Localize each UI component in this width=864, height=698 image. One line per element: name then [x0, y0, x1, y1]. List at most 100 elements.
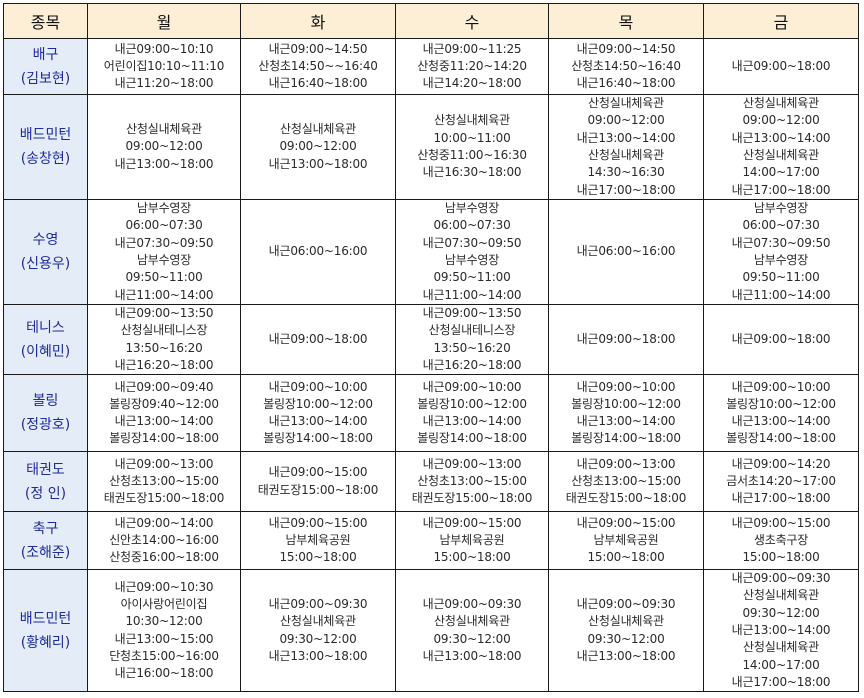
schedule-line: 남부수영장: [444, 201, 500, 216]
schedule-line: 산청중11:00~16:30: [417, 148, 527, 162]
schedule-cell: 내근09:00~18:00: [703, 303, 859, 376]
schedule-line: 09:50~11:00: [742, 270, 820, 285]
header-row: 종목 월 화 수 목 금: [3, 3, 859, 39]
schedule-cell: 내근09:00~14:50 산청초14:50~16:40 내근16:40~18:00: [548, 38, 704, 95]
schedule-line: 산청실내체육관: [588, 148, 664, 162]
schedule-line: 14:00~17:00: [742, 165, 820, 180]
schedule-line: 볼링장14:00~18:00: [571, 431, 681, 446]
schedule-line: 생초축구장: [753, 533, 809, 548]
header-day-thu: 목: [548, 3, 704, 39]
schedule-line: 내근16:30~18:00: [422, 165, 522, 180]
table-row: 볼링 (정광호) 내근09:00~09:40 볼링장09:40~12:00 내근13:0…: [3, 374, 859, 453]
schedule-line: 남부체육공원: [439, 533, 505, 548]
schedule-line: 내근13:00~14:00: [731, 623, 831, 638]
schedule-line: 내근09:00~13:50: [422, 306, 522, 320]
person-name: (김보현): [20, 70, 71, 87]
schedule-cell: 내근09:00~14:20 금서초14:20~17:00 내근17:00~18:00: [703, 451, 859, 513]
person-name: (황혜리): [20, 634, 71, 651]
schedule-line: 내근09:00~10:10: [114, 41, 214, 56]
schedule-line: 내근09:00~09:30: [268, 597, 368, 612]
schedule-line: 09:30~12:00: [279, 631, 357, 646]
schedule-line: 내근16:20~18:00: [114, 357, 214, 372]
schedule-cell: 내근09:00~15:00 남부체육공원 15:00~18:00: [240, 511, 396, 571]
schedule-line: 내근11:00~14:00: [731, 287, 831, 302]
schedule-cell: 산청실내체육관 09:00~12:00 내근13:00~18:00: [87, 94, 241, 200]
schedule-line: 내근13:00~14:00: [114, 414, 214, 429]
schedule-line: 06:00~07:30: [125, 218, 203, 233]
schedule-line: 내근09:00~15:00: [576, 515, 676, 530]
schedule-line: 15:00~18:00: [279, 550, 357, 565]
schedule-cell: 산청실내체육관 10:00~11:00 산청중11:00~16:30 내근16:30~…: [395, 94, 549, 200]
schedule-line: 산청초13:00~15:00: [571, 474, 681, 489]
schedule-cell: 내근09:00~18:00: [548, 303, 704, 376]
schedule-line: 볼링장10:00~12:00: [726, 396, 836, 411]
schedule-cell: 내근09:00~10:00 볼링장10:00~12:00 내근13:00~14:00…: [240, 374, 396, 453]
schedule-cell: 산청실내체육관 09:00~12:00 내근13:00~14:00 산청실내체육관 14…: [548, 94, 704, 200]
schedule-line: 남부수영장: [136, 201, 192, 216]
person-name: (신용우): [20, 256, 71, 272]
schedule-line: 06:00~07:30: [433, 218, 511, 233]
schedule-line: 내근13:00~18:00: [422, 649, 522, 664]
schedule-line: 내근09:00~18:00: [268, 331, 368, 346]
schedule-line: 내근16:40~18:00: [268, 76, 368, 91]
schedule-line: 내근14:20~18:00: [422, 76, 522, 91]
schedule-cell: 내근09:00~10:10 어린이집10:10~11:10 내근11:20~18:0…: [87, 38, 241, 95]
schedule-line: 태권도장15:00~18:00: [257, 482, 379, 497]
schedule-line: 09:30~12:00: [742, 605, 820, 620]
schedule-line: 내근09:00~14:00: [114, 515, 214, 530]
table-row: 태권도 (정 인) 내근09:00~13:00 산청초13:00~15:00 태권도장1…: [3, 451, 859, 513]
schedule-cell: 내근09:00~13:50 산청실내테니스장 13:50~16:20 내근16:20~…: [87, 303, 241, 376]
schedule-cell: 산청실내체육관 09:00~12:00 내근13:00~14:00 산청실내체육관 14…: [703, 94, 859, 200]
schedule-line: 볼링장14:00~18:00: [263, 431, 373, 446]
sport-name: 축구: [32, 520, 59, 537]
person-name: (송창현): [20, 151, 71, 167]
schedule-cell: 내근09:00~13:00 산청초13:00~15:00 태권도장15:00~18:…: [548, 451, 704, 513]
sport-cell: 수영 (신용우): [3, 199, 88, 305]
schedule-cell: 내근09:00~15:00 남부체육공원 15:00~18:00: [548, 511, 704, 571]
schedule-line: 내근13:00~15:00: [114, 631, 214, 646]
schedule-line: 내근09:00~09:40: [114, 379, 214, 394]
schedule-line: 내근09:00~10:00: [731, 379, 831, 394]
schedule-cell: 내근09:00~10:00 볼링장10:00~12:00 내근13:00~14:00…: [548, 374, 704, 453]
schedule-line: 산청실내체육관: [280, 614, 356, 629]
schedule-line: 09:30~12:00: [433, 631, 511, 646]
schedule-line: 내근09:00~10:00: [422, 379, 522, 394]
schedule-line: 단청초15:00~16:00: [109, 649, 219, 664]
schedule-line: 볼링장09:40~12:00: [109, 396, 219, 411]
schedule-line: 내근09:00~09:30: [731, 571, 831, 586]
header-day-mon: 월: [87, 3, 241, 39]
schedule-line: 내근09:00~09:30: [576, 597, 676, 612]
schedule-line: 산청실내체육관: [126, 122, 202, 137]
schedule-line: 15:00~18:00: [587, 550, 665, 565]
schedule-line: 내근09:00~13:50: [114, 306, 214, 320]
schedule-line: 내근13:00~14:00: [731, 130, 831, 145]
schedule-cell: 내근09:00~14:00 신안초14:00~16:00 산청중16:00~18:0…: [87, 511, 241, 571]
schedule-cell: 내근09:00~18:00: [240, 303, 396, 376]
schedule-line: 내근09:00~15:00: [731, 515, 831, 530]
schedule-cell: 내근09:00~09:40 볼링장09:40~12:00 내근13:00~14:00…: [87, 374, 241, 453]
schedule-cell: 내근09:00~09:30 산청실내체육관 09:30~12:00 내근13:00~1…: [703, 569, 859, 693]
sport-name: 배드민턴: [19, 610, 72, 627]
schedule-line: 13:50~16:20: [433, 340, 511, 355]
table-row: 배드민턴 (송창현) 산청실내체육관 09:00~12:00 내근13:00~18:00…: [3, 94, 859, 200]
schedule-line: 볼링장10:00~12:00: [263, 396, 373, 411]
sport-name: 배드민턴: [19, 127, 72, 143]
schedule-line: 10:00~11:00: [433, 130, 511, 145]
schedule-line: 내근07:30~09:50: [422, 235, 522, 250]
header-sport: 종목: [3, 3, 88, 39]
schedule-line: 내근09:00~10:00: [576, 379, 676, 394]
schedule-line: 내근11:00~14:00: [114, 287, 214, 302]
schedule-line: 산청실내체육관: [588, 96, 664, 111]
schedule-line: 내근13:00~14:00: [576, 130, 676, 145]
schedule-line: 내근09:00~14:50: [268, 41, 368, 56]
schedule-line: 내근09:00~14:20: [731, 456, 831, 471]
schedule-line: 내근13:00~14:00: [576, 414, 676, 429]
sport-cell: 배드민턴 (황혜리): [3, 569, 88, 693]
schedule-line: 산청실내테니스장: [120, 323, 208, 338]
schedule-cell: 내근09:00~15:00 생초축구장 15:00~18:00: [703, 511, 859, 571]
schedule-line: 태권도장15:00~18:00: [103, 491, 225, 506]
schedule-line: 09:00~12:00: [125, 139, 203, 154]
sport-cell: 볼링 (정광호): [3, 374, 88, 453]
schedule-line: 14:00~17:00: [742, 657, 820, 672]
schedule-line: 14:30~16:30: [587, 165, 665, 180]
